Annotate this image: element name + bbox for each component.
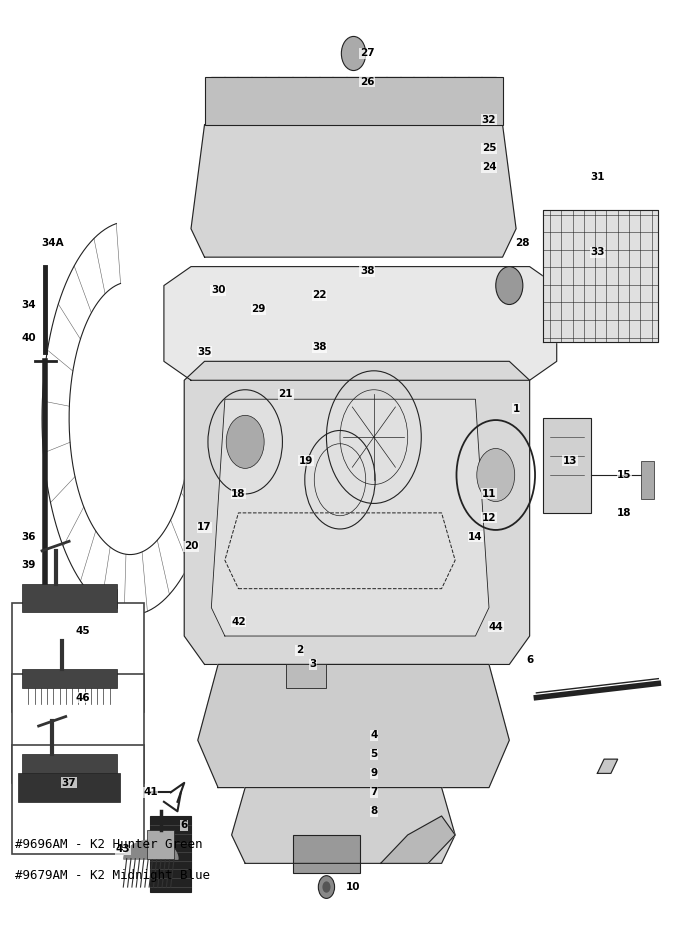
Circle shape (477, 448, 515, 502)
Text: 18: 18 (617, 508, 632, 518)
Bar (18, 773, 120, 802)
Text: 38: 38 (312, 342, 327, 352)
Bar (147, 830, 174, 859)
Text: 44: 44 (488, 621, 503, 632)
Text: 1: 1 (513, 404, 520, 413)
Polygon shape (381, 816, 455, 864)
Bar (205, 77, 503, 124)
Text: 10: 10 (346, 882, 361, 892)
Circle shape (226, 415, 264, 468)
Polygon shape (198, 664, 509, 788)
Text: 42: 42 (231, 617, 245, 627)
Text: 6: 6 (526, 655, 533, 665)
Text: 3: 3 (309, 659, 316, 670)
Text: 7: 7 (370, 788, 377, 797)
Text: 35: 35 (197, 347, 211, 357)
Text: 31: 31 (590, 172, 605, 181)
Bar (12, 674, 143, 783)
Polygon shape (211, 399, 489, 636)
Text: 2: 2 (296, 645, 303, 656)
Text: #9696AM - K2 Hunter Green: #9696AM - K2 Hunter Green (15, 838, 203, 851)
Text: 22: 22 (312, 290, 327, 300)
Text: 28: 28 (515, 238, 530, 248)
Text: 32: 32 (481, 115, 496, 124)
Text: 14: 14 (468, 532, 483, 541)
Bar (286, 664, 326, 688)
Text: 39: 39 (21, 560, 35, 570)
Text: 13: 13 (563, 456, 577, 466)
Text: 18: 18 (231, 489, 245, 499)
Polygon shape (232, 788, 455, 864)
Text: 17: 17 (197, 522, 212, 532)
Polygon shape (191, 124, 516, 257)
Text: #9679AM - K2 Midnight Blue: #9679AM - K2 Midnight Blue (15, 869, 210, 883)
Text: 40: 40 (21, 332, 36, 343)
Text: 46: 46 (75, 693, 90, 703)
Text: 6: 6 (181, 821, 188, 830)
Bar (22, 584, 116, 613)
Circle shape (341, 36, 366, 70)
Text: 29: 29 (252, 304, 266, 314)
Text: 38: 38 (360, 266, 374, 276)
Bar (150, 816, 191, 892)
Bar (292, 835, 360, 873)
Text: 43: 43 (116, 845, 131, 854)
Text: 30: 30 (211, 285, 225, 295)
Bar (22, 754, 116, 778)
Circle shape (318, 876, 335, 899)
Text: 27: 27 (360, 48, 375, 59)
Circle shape (322, 882, 330, 893)
Text: 19: 19 (299, 456, 313, 466)
Text: 33: 33 (590, 247, 605, 257)
Bar (641, 461, 653, 499)
Polygon shape (597, 759, 617, 773)
Text: 15: 15 (617, 470, 632, 480)
Bar (12, 603, 143, 712)
Text: 24: 24 (481, 162, 496, 172)
Polygon shape (164, 267, 557, 380)
Text: 20: 20 (184, 542, 199, 551)
Text: 45: 45 (75, 626, 90, 637)
Text: 12: 12 (481, 513, 496, 522)
Text: 34: 34 (21, 299, 36, 310)
Bar (22, 669, 116, 688)
Circle shape (496, 267, 523, 305)
Text: 37: 37 (62, 778, 76, 788)
Text: 21: 21 (279, 390, 293, 400)
Text: 25: 25 (481, 143, 496, 153)
Bar (543, 418, 590, 513)
Polygon shape (184, 361, 530, 664)
Text: 9: 9 (371, 769, 377, 778)
Text: 41: 41 (143, 788, 158, 797)
Polygon shape (543, 210, 658, 342)
Polygon shape (211, 77, 496, 120)
Text: 4: 4 (370, 731, 377, 740)
Text: 5: 5 (370, 750, 377, 759)
Text: 34A: 34A (41, 238, 63, 248)
Text: 11: 11 (481, 489, 496, 499)
Text: 36: 36 (21, 532, 36, 541)
Text: 26: 26 (360, 77, 374, 86)
Bar (12, 745, 143, 854)
Text: 8: 8 (370, 807, 377, 816)
